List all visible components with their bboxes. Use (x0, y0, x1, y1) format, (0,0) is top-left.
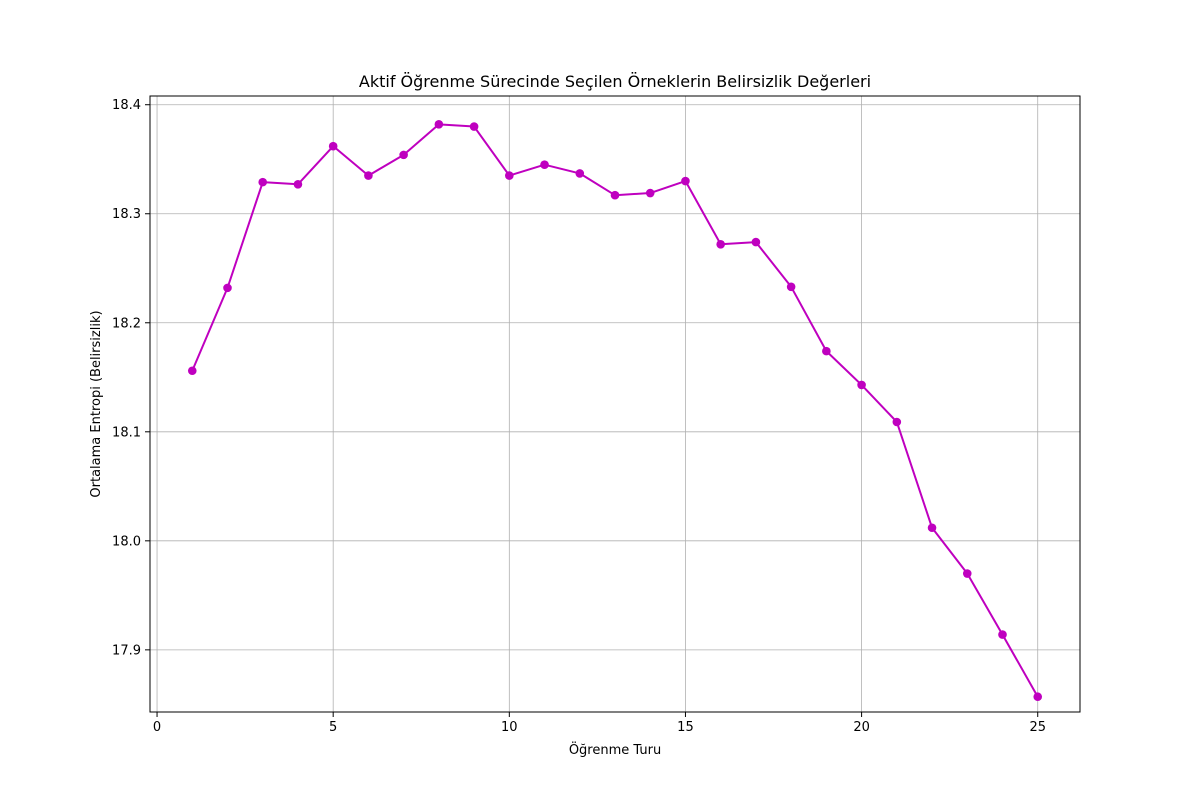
data-point (892, 417, 902, 427)
x-tick-label: 0 (153, 720, 161, 735)
x-tick-label: 10 (501, 720, 518, 735)
data-point (822, 346, 831, 356)
chart-title: Aktif Öğrenme Sürecinde Seçilen Örnekler… (359, 72, 871, 91)
data-point (962, 569, 972, 578)
axis-ticks: 0 5 10 15 20 25 17.9 18.0 18.1 18.2 18.3 18.4 (112, 98, 1046, 735)
data-point (786, 282, 796, 292)
grid-lines (150, 96, 1080, 712)
series-group (187, 120, 1043, 702)
data-point (645, 188, 655, 198)
x-tick-label: 15 (677, 720, 694, 735)
y-tick-label: 17.9 (112, 643, 141, 658)
data-point (927, 523, 937, 533)
data-point (223, 283, 232, 293)
y-axis-label: Ortalama Entropi (Belirsizlik) (89, 310, 104, 497)
y-tick-label: 18.1 (112, 425, 141, 440)
x-tick-label: 20 (853, 720, 870, 735)
data-point (399, 150, 408, 160)
data-point (681, 176, 690, 186)
x-axis-label: Öğrenme Turu (569, 741, 661, 758)
y-tick-label: 18.2 (112, 316, 141, 331)
x-tick-label: 5 (329, 720, 337, 735)
data-point (575, 169, 585, 178)
data-point (187, 366, 197, 376)
data-point (751, 237, 761, 247)
data-point (857, 380, 866, 390)
data-point (505, 171, 514, 180)
y-tick-label: 18.3 (112, 207, 141, 222)
data-point (293, 180, 303, 189)
data-point (258, 177, 268, 187)
data-point (998, 630, 1007, 639)
y-tick-label: 18.4 (112, 98, 141, 113)
data-point (716, 239, 725, 249)
data-point (540, 160, 549, 169)
data-point (434, 120, 444, 129)
data-point (469, 122, 479, 131)
data-point (1033, 692, 1043, 702)
plot-frame (149, 95, 1081, 713)
x-tick-label: 25 (1029, 720, 1046, 735)
data-point (364, 171, 373, 180)
y-tick-label: 18.0 (112, 534, 141, 549)
data-point (328, 141, 338, 151)
data-point (610, 190, 620, 200)
